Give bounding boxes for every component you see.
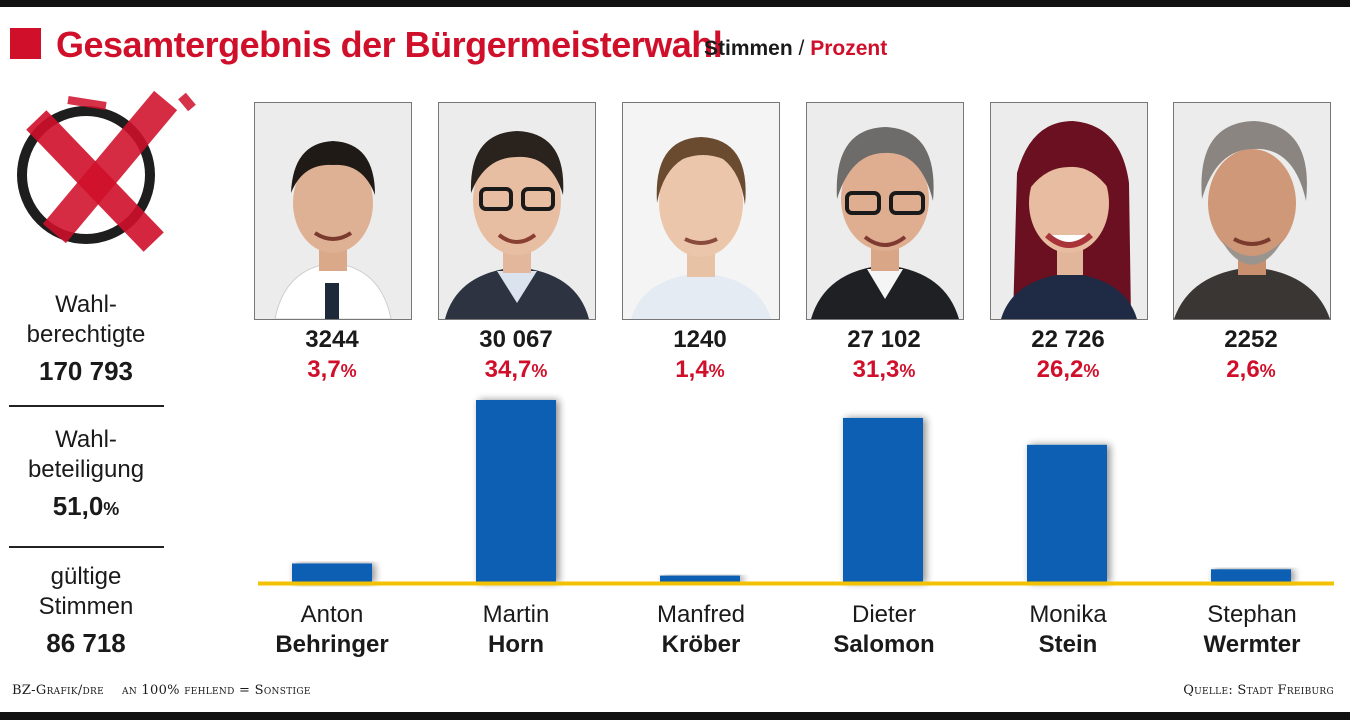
top-rule xyxy=(0,0,1350,7)
candidate-name: Manfred Kröber xyxy=(616,600,786,660)
candidate-photo xyxy=(622,102,780,320)
candidate-name: Anton Behringer xyxy=(247,600,417,660)
stat-label: Wahl- xyxy=(55,426,117,453)
title-marker xyxy=(10,28,41,59)
last-name: Horn xyxy=(488,631,544,658)
stat-label: gültige xyxy=(50,563,122,590)
chart-title: Gesamtergebnis der Bürgermeisterwahl xyxy=(56,24,723,65)
candidate-photo xyxy=(254,102,412,320)
percent-sign: % xyxy=(1083,361,1100,381)
candidate-photo xyxy=(990,102,1148,320)
candidate-name: Monika Stein xyxy=(983,600,1153,660)
stat-label: berechtigte xyxy=(26,321,146,348)
candidate-name: Dieter Salomon xyxy=(799,600,969,660)
first-name: Stephan xyxy=(1207,601,1297,628)
stat-value: 86 718 xyxy=(46,628,126,658)
candidate-name: Stephan Wermter xyxy=(1167,600,1337,660)
bar-kröber xyxy=(660,575,740,583)
stat-label: beteiligung xyxy=(27,456,145,483)
candidate-photo xyxy=(1173,102,1331,320)
stat-value: 170 793 xyxy=(39,356,133,386)
candidate-photo xyxy=(806,102,964,320)
stat-label: Stimmen xyxy=(38,593,134,620)
last-name: Behringer xyxy=(275,631,389,658)
vote-count: 27 102 xyxy=(847,326,921,353)
ballot-cross-icon xyxy=(6,82,196,257)
percent-sign: % xyxy=(708,361,725,381)
percent-sign: % xyxy=(899,361,916,381)
bar-salomon xyxy=(843,417,923,583)
vote-percent: 31,3% xyxy=(806,356,962,384)
vote-count: 1240 xyxy=(673,326,727,353)
bar-stein xyxy=(1027,444,1107,583)
percent-sign: % xyxy=(1259,361,1276,381)
first-name: Monika xyxy=(1029,601,1107,628)
vote-percent: 1,4% xyxy=(622,356,778,384)
stat-value: 51,0% xyxy=(0,491,172,524)
stat-wahlbeteiligung: Wahl- beteiligung 51,0% xyxy=(0,425,172,524)
footer-note: an 100% fehlend = Sonstige xyxy=(122,683,311,698)
percent-sign: % xyxy=(103,499,120,519)
bottom-rule xyxy=(0,712,1350,720)
divider xyxy=(9,405,164,407)
percent-sign: % xyxy=(531,361,548,381)
percent-sign: % xyxy=(340,361,357,381)
stat-gueltige-stimmen: gültige Stimmen 86 718 xyxy=(0,562,172,658)
percent-value: 2,6 xyxy=(1226,356,1260,383)
vote-percent: 26,2% xyxy=(990,356,1146,384)
bars-group xyxy=(292,400,1291,583)
percent-value: 31,3 xyxy=(852,356,900,383)
vote-count: 2252 xyxy=(1224,326,1278,353)
last-name: Salomon xyxy=(833,631,935,658)
vote-count: 3244 xyxy=(305,326,359,353)
chart-subtitle: Stimmen / Prozent xyxy=(704,37,887,61)
last-name: Stein xyxy=(1038,631,1098,658)
footer-credit: BZ-Grafik/dre an 100% fehlend = Sonstige xyxy=(12,683,311,698)
first-name: Manfred xyxy=(656,601,746,628)
bar-behringer xyxy=(292,563,372,583)
subtitle-slash: / xyxy=(798,37,805,60)
bar-horn xyxy=(476,400,556,583)
vote-percent: 34,7% xyxy=(438,356,594,384)
candidate-name: Martin Horn xyxy=(431,600,601,660)
stat-label: Wahl- xyxy=(55,291,117,318)
credit-text: BZ-Grafik/dre xyxy=(12,683,105,698)
percent-value: 1,4 xyxy=(675,356,709,383)
vote-percent: 2,6% xyxy=(1173,356,1329,384)
last-name: Kröber xyxy=(661,631,741,658)
first-name: Dieter xyxy=(851,601,917,628)
subtitle-stimmen: Stimmen xyxy=(704,37,793,60)
percent-value: 26,2 xyxy=(1036,356,1084,383)
bar-wermter xyxy=(1211,569,1291,583)
candidate-photo xyxy=(438,102,596,320)
footer-source: Quelle: Stadt Freiburg xyxy=(1183,683,1334,698)
stat-wahlberechtigte: Wahl- berechtigte 170 793 xyxy=(0,290,172,386)
vote-percent: 3,7% xyxy=(254,356,410,384)
first-name: Martin xyxy=(482,601,550,628)
divider xyxy=(9,546,164,548)
percent-value: 3,7 xyxy=(307,356,341,383)
last-name: Wermter xyxy=(1203,631,1301,658)
first-name: Anton xyxy=(300,601,364,628)
percent-value: 34,7 xyxy=(484,356,532,383)
vote-count: 22 726 xyxy=(1031,326,1105,353)
stat-number: 51,0 xyxy=(52,491,104,521)
vote-count: 30 067 xyxy=(479,326,553,353)
subtitle-prozent: Prozent xyxy=(810,37,888,60)
